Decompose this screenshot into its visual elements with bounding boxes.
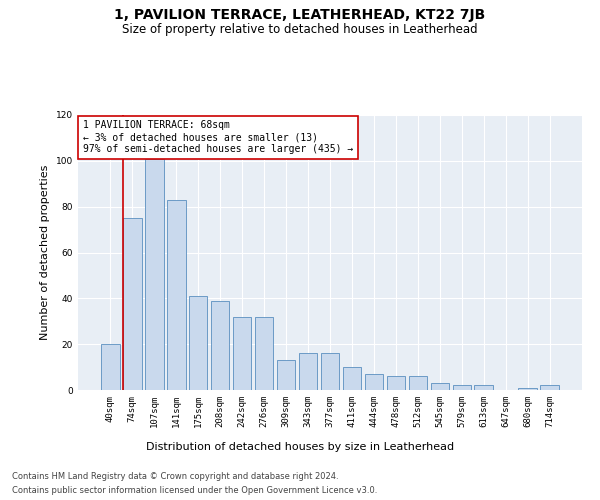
Bar bbox=[101, 344, 119, 390]
Bar bbox=[233, 316, 251, 390]
Bar bbox=[343, 367, 361, 390]
Bar bbox=[431, 383, 449, 390]
Text: Distribution of detached houses by size in Leatherhead: Distribution of detached houses by size … bbox=[146, 442, 454, 452]
Bar bbox=[167, 200, 185, 390]
Bar bbox=[189, 296, 208, 390]
Bar bbox=[475, 386, 493, 390]
Y-axis label: Number of detached properties: Number of detached properties bbox=[40, 165, 50, 340]
Bar bbox=[365, 374, 383, 390]
Text: Contains HM Land Registry data © Crown copyright and database right 2024.: Contains HM Land Registry data © Crown c… bbox=[12, 472, 338, 481]
Bar bbox=[320, 354, 340, 390]
Bar bbox=[452, 386, 471, 390]
Text: 1 PAVILION TERRACE: 68sqm
← 3% of detached houses are smaller (13)
97% of semi-d: 1 PAVILION TERRACE: 68sqm ← 3% of detach… bbox=[83, 120, 353, 154]
Bar bbox=[277, 360, 295, 390]
Bar bbox=[211, 300, 229, 390]
Bar bbox=[145, 158, 164, 390]
Bar bbox=[386, 376, 405, 390]
Text: Size of property relative to detached houses in Leatherhead: Size of property relative to detached ho… bbox=[122, 22, 478, 36]
Text: Contains public sector information licensed under the Open Government Licence v3: Contains public sector information licen… bbox=[12, 486, 377, 495]
Bar bbox=[541, 386, 559, 390]
Bar bbox=[299, 354, 317, 390]
Text: 1, PAVILION TERRACE, LEATHERHEAD, KT22 7JB: 1, PAVILION TERRACE, LEATHERHEAD, KT22 7… bbox=[115, 8, 485, 22]
Bar bbox=[409, 376, 427, 390]
Bar bbox=[123, 218, 142, 390]
Bar bbox=[255, 316, 274, 390]
Bar bbox=[518, 388, 537, 390]
